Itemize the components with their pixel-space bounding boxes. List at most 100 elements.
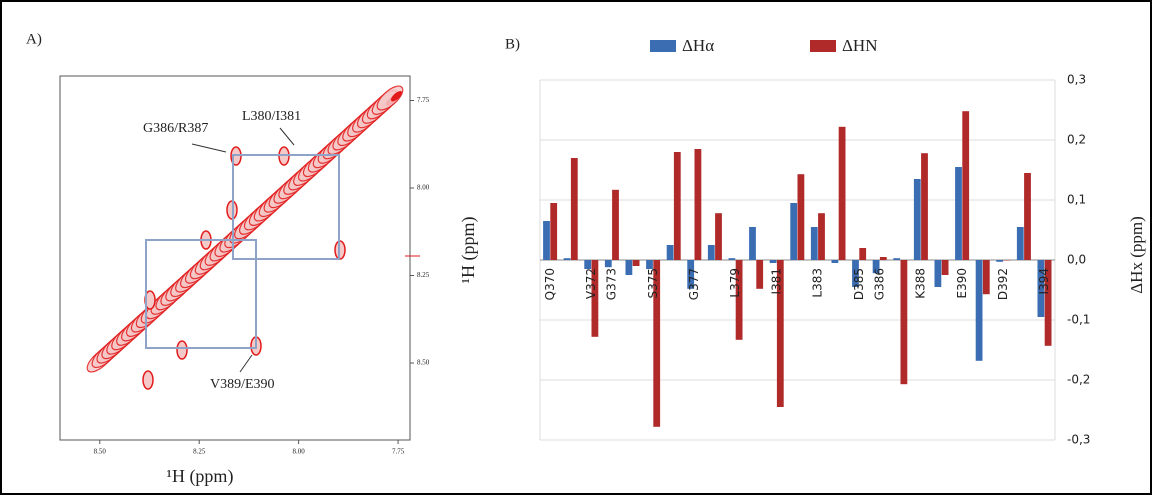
- legend-label: ΔHN: [842, 36, 878, 55]
- bar: [893, 258, 901, 260]
- bar: [666, 245, 674, 260]
- bar: [543, 221, 550, 260]
- bar: [879, 257, 887, 260]
- y-axis-label: ¹H (ppm): [458, 217, 479, 284]
- bar: [797, 174, 805, 260]
- bar: [735, 260, 743, 340]
- legend-label: ΔHα: [682, 36, 714, 55]
- x-axis-label: ¹H (ppm): [167, 466, 234, 487]
- y-tick-label: -0,2: [1067, 373, 1090, 387]
- annotation-arrow: [191, 143, 227, 153]
- bar: [941, 260, 949, 275]
- bar: [790, 203, 798, 260]
- bar: [818, 213, 825, 260]
- bar: [591, 260, 599, 337]
- x-tick-label: K388: [914, 268, 928, 299]
- bar: [687, 260, 695, 289]
- x-tick-label: 8.25: [193, 448, 206, 456]
- x-tick-label: L383: [811, 268, 825, 298]
- bar: [810, 227, 818, 260]
- spectrum: [86, 85, 420, 390]
- bar: [913, 179, 921, 260]
- x-tick-label: D392: [996, 268, 1010, 300]
- x-tick-label: G373: [605, 268, 619, 300]
- bar: [934, 260, 942, 287]
- x-tick-label: G377: [687, 268, 701, 300]
- y-tick-label: 0,2: [1067, 133, 1086, 147]
- y-axis-label: ΔHx (ppm): [1127, 216, 1146, 294]
- bar: [563, 258, 571, 260]
- bar: [1016, 227, 1024, 260]
- spectrum-contour: [390, 91, 403, 102]
- bar: [831, 260, 839, 263]
- annotation: G386/R387: [143, 121, 208, 136]
- legend-swatch: [650, 40, 676, 52]
- y-tick-label: 0,1: [1067, 193, 1086, 207]
- bar: [707, 245, 715, 260]
- x-tick-label: E390: [955, 268, 969, 299]
- y-tick-label: 8.50: [417, 359, 430, 367]
- annotation: L380/I381: [242, 109, 301, 124]
- x-tick-label: 8.00: [293, 448, 306, 456]
- spectrum-peak: [142, 370, 154, 390]
- x-tick-label: G386: [872, 268, 886, 300]
- y-tick-label: 0,3: [1067, 73, 1086, 87]
- bar: [653, 260, 661, 427]
- bar: [955, 167, 962, 260]
- bar: [646, 260, 653, 269]
- bar: [859, 248, 867, 260]
- bar: [612, 189, 619, 260]
- bar: [604, 260, 612, 268]
- bar: [996, 260, 1004, 262]
- y-tick-label: 8.00: [417, 184, 430, 192]
- panel-label: B): [505, 36, 520, 52]
- bar: [756, 260, 764, 289]
- bar: [570, 158, 578, 260]
- x-tick-label: D385: [852, 268, 866, 300]
- x-tick-label: L379: [728, 268, 742, 298]
- x-tick-label: I394: [1037, 268, 1051, 294]
- bar: [550, 203, 558, 260]
- x-tick-label: I381: [769, 268, 783, 294]
- bar: [1003, 260, 1011, 261]
- bar: [728, 258, 736, 260]
- legend-swatch: [810, 40, 836, 52]
- annotation-arrow: [279, 127, 295, 146]
- bar: [694, 149, 702, 260]
- bar: [962, 111, 970, 260]
- bar: [852, 260, 859, 287]
- bar: [900, 260, 908, 385]
- bar: [1024, 173, 1031, 260]
- bar: [776, 260, 784, 407]
- bar: [1037, 260, 1045, 317]
- spectrum-box: [232, 154, 340, 260]
- spectrum-peak: [176, 340, 188, 360]
- bar: [872, 260, 880, 274]
- bar: [975, 260, 983, 361]
- bar: [715, 213, 722, 260]
- bar: [632, 260, 640, 266]
- bar: [749, 227, 756, 260]
- y-tick-label: -0,1: [1067, 313, 1090, 327]
- bar: [625, 260, 633, 275]
- bar: [769, 260, 777, 263]
- bar: [921, 153, 928, 260]
- bar: [673, 152, 681, 260]
- spectrum-box: [145, 239, 257, 349]
- bar: [838, 126, 846, 260]
- annotation-arrow: [239, 354, 253, 373]
- panel-label: A): [26, 31, 42, 47]
- x-tick-label: S375: [646, 268, 660, 299]
- x-tick-label: Q370: [543, 268, 557, 300]
- spectrum-contour: [376, 85, 404, 111]
- x-tick-label: 8.50: [94, 448, 107, 456]
- y-tick-label: 8.25: [417, 271, 430, 279]
- bar: [982, 260, 990, 295]
- x-tick-label: 7.75: [392, 448, 405, 456]
- y-tick-label: 7.75: [417, 96, 430, 104]
- bar: [584, 260, 592, 269]
- x-tick-label: V372: [584, 268, 598, 299]
- annotation: V389/E390: [210, 377, 275, 392]
- bar: [1044, 260, 1052, 346]
